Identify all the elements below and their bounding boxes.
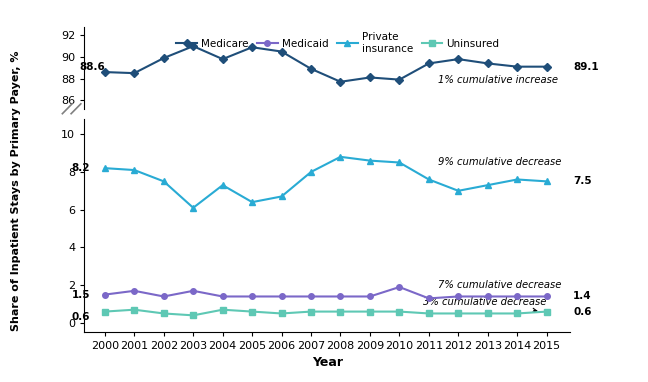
Text: Share of Inpatient Stays by Primary Payer, %: Share of Inpatient Stays by Primary Paye… xyxy=(11,51,21,331)
X-axis label: Year: Year xyxy=(312,356,343,369)
Text: 7.5: 7.5 xyxy=(573,176,592,186)
Text: 7% cumulative decrease: 7% cumulative decrease xyxy=(437,280,561,290)
Text: 3% cumulative decrease: 3% cumulative decrease xyxy=(423,297,546,312)
Text: 9% cumulative decrease: 9% cumulative decrease xyxy=(437,157,561,167)
Text: 1.5: 1.5 xyxy=(72,290,90,299)
Text: 0.6: 0.6 xyxy=(573,307,592,317)
Text: 1% cumulative increase: 1% cumulative increase xyxy=(437,75,558,85)
Text: 1.4: 1.4 xyxy=(573,291,592,301)
Legend: Medicare, Medicaid, Private
insurance, Uninsured: Medicare, Medicaid, Private insurance, U… xyxy=(172,28,503,58)
Text: 8.2: 8.2 xyxy=(72,163,90,173)
Text: 88.6: 88.6 xyxy=(79,62,105,72)
Text: 89.1: 89.1 xyxy=(573,62,599,72)
Text: 0.6: 0.6 xyxy=(72,312,90,322)
